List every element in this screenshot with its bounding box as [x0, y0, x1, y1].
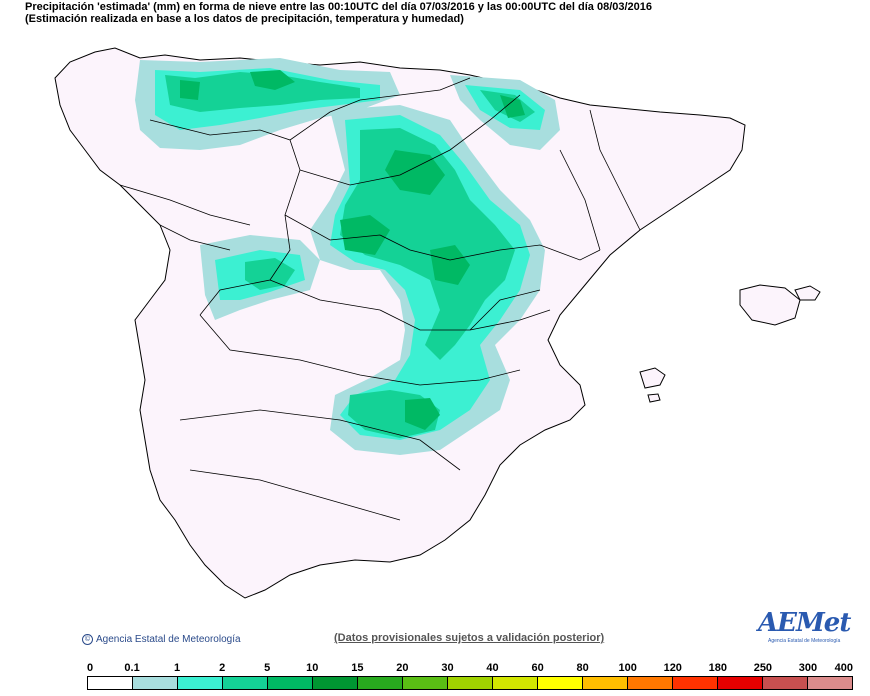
legend-swatch: [763, 677, 808, 689]
legend-swatch: [268, 677, 313, 689]
provisional-data-note: (Datos provisionales sujetos a validació…: [334, 632, 605, 644]
legend-label: 80: [576, 662, 589, 674]
legend-swatch: [403, 677, 448, 689]
legend-label: 15: [351, 662, 364, 674]
legend-swatch: [493, 677, 538, 689]
formentera-island: [647, 393, 661, 403]
legend-swatch: [178, 677, 223, 689]
menorca-island: [794, 285, 821, 301]
precipitation-legend: 0 0.1 1 2 5 10 15 20 30 40 60 80 100 120 180 250 300 400: [87, 662, 853, 692]
copyright-icon: ©: [82, 634, 93, 645]
legend-label: 1: [174, 662, 181, 674]
legend-label: 10: [306, 662, 319, 674]
legend-swatch: [583, 677, 628, 689]
legend-label: 30: [441, 662, 454, 674]
legend-swatch: [808, 677, 852, 689]
legend-label: 250: [753, 662, 773, 674]
aemet-credit: © Agencia Estatal de Meteorología: [82, 634, 241, 645]
regional-borders: [119, 77, 641, 521]
legend-label: 120: [663, 662, 682, 674]
legend-color-bar: [87, 676, 853, 690]
legend-swatch: [223, 677, 268, 689]
legend-swatch: [358, 677, 403, 689]
iberian-peninsula-land: [54, 47, 746, 599]
aemet-logo-subtext: Agencia Estatal de Meteorología: [768, 638, 841, 644]
map-title: Precipitación 'estimada' (mm) en forma d…: [25, 1, 653, 13]
ibiza-island: [639, 367, 666, 389]
legend-swatch: [313, 677, 358, 689]
legend-label: 5: [264, 662, 271, 674]
legend-label: 40: [486, 662, 499, 674]
legend-swatch: [718, 677, 763, 689]
mallorca-island: [739, 284, 801, 326]
legend-swatch: [673, 677, 718, 689]
legend-label: 300: [798, 662, 818, 674]
aemet-logo-text: AEMet: [758, 608, 851, 638]
legend-swatch: [538, 677, 583, 689]
legend-swatch: [88, 677, 133, 689]
legend-label: 180: [708, 662, 727, 674]
legend-label: 0.1: [124, 662, 140, 674]
legend-swatch: [133, 677, 178, 689]
precipitation-map: [54, 47, 821, 599]
legend-label: 20: [396, 662, 409, 674]
legend-label: 60: [531, 662, 544, 674]
legend-swatch: [628, 677, 673, 689]
legend-swatch: [448, 677, 493, 689]
map-subtitle: (Estimación realizada en base a los dato…: [25, 13, 464, 25]
snow-layer-core: [180, 70, 525, 430]
credit-text: Agencia Estatal de Meteorología: [96, 634, 241, 646]
legend-label: 400: [834, 662, 853, 674]
legend-labels: 0 0.1 1 2 5 10 15 20 30 40 60 80 100 120 180 250 300 400: [87, 662, 853, 676]
legend-label: 0: [87, 662, 94, 674]
legend-label: 2: [219, 662, 226, 674]
aemet-logo: AEMet Agencia Estatal de Meteorología: [758, 608, 851, 648]
legend-label: 100: [618, 662, 637, 674]
